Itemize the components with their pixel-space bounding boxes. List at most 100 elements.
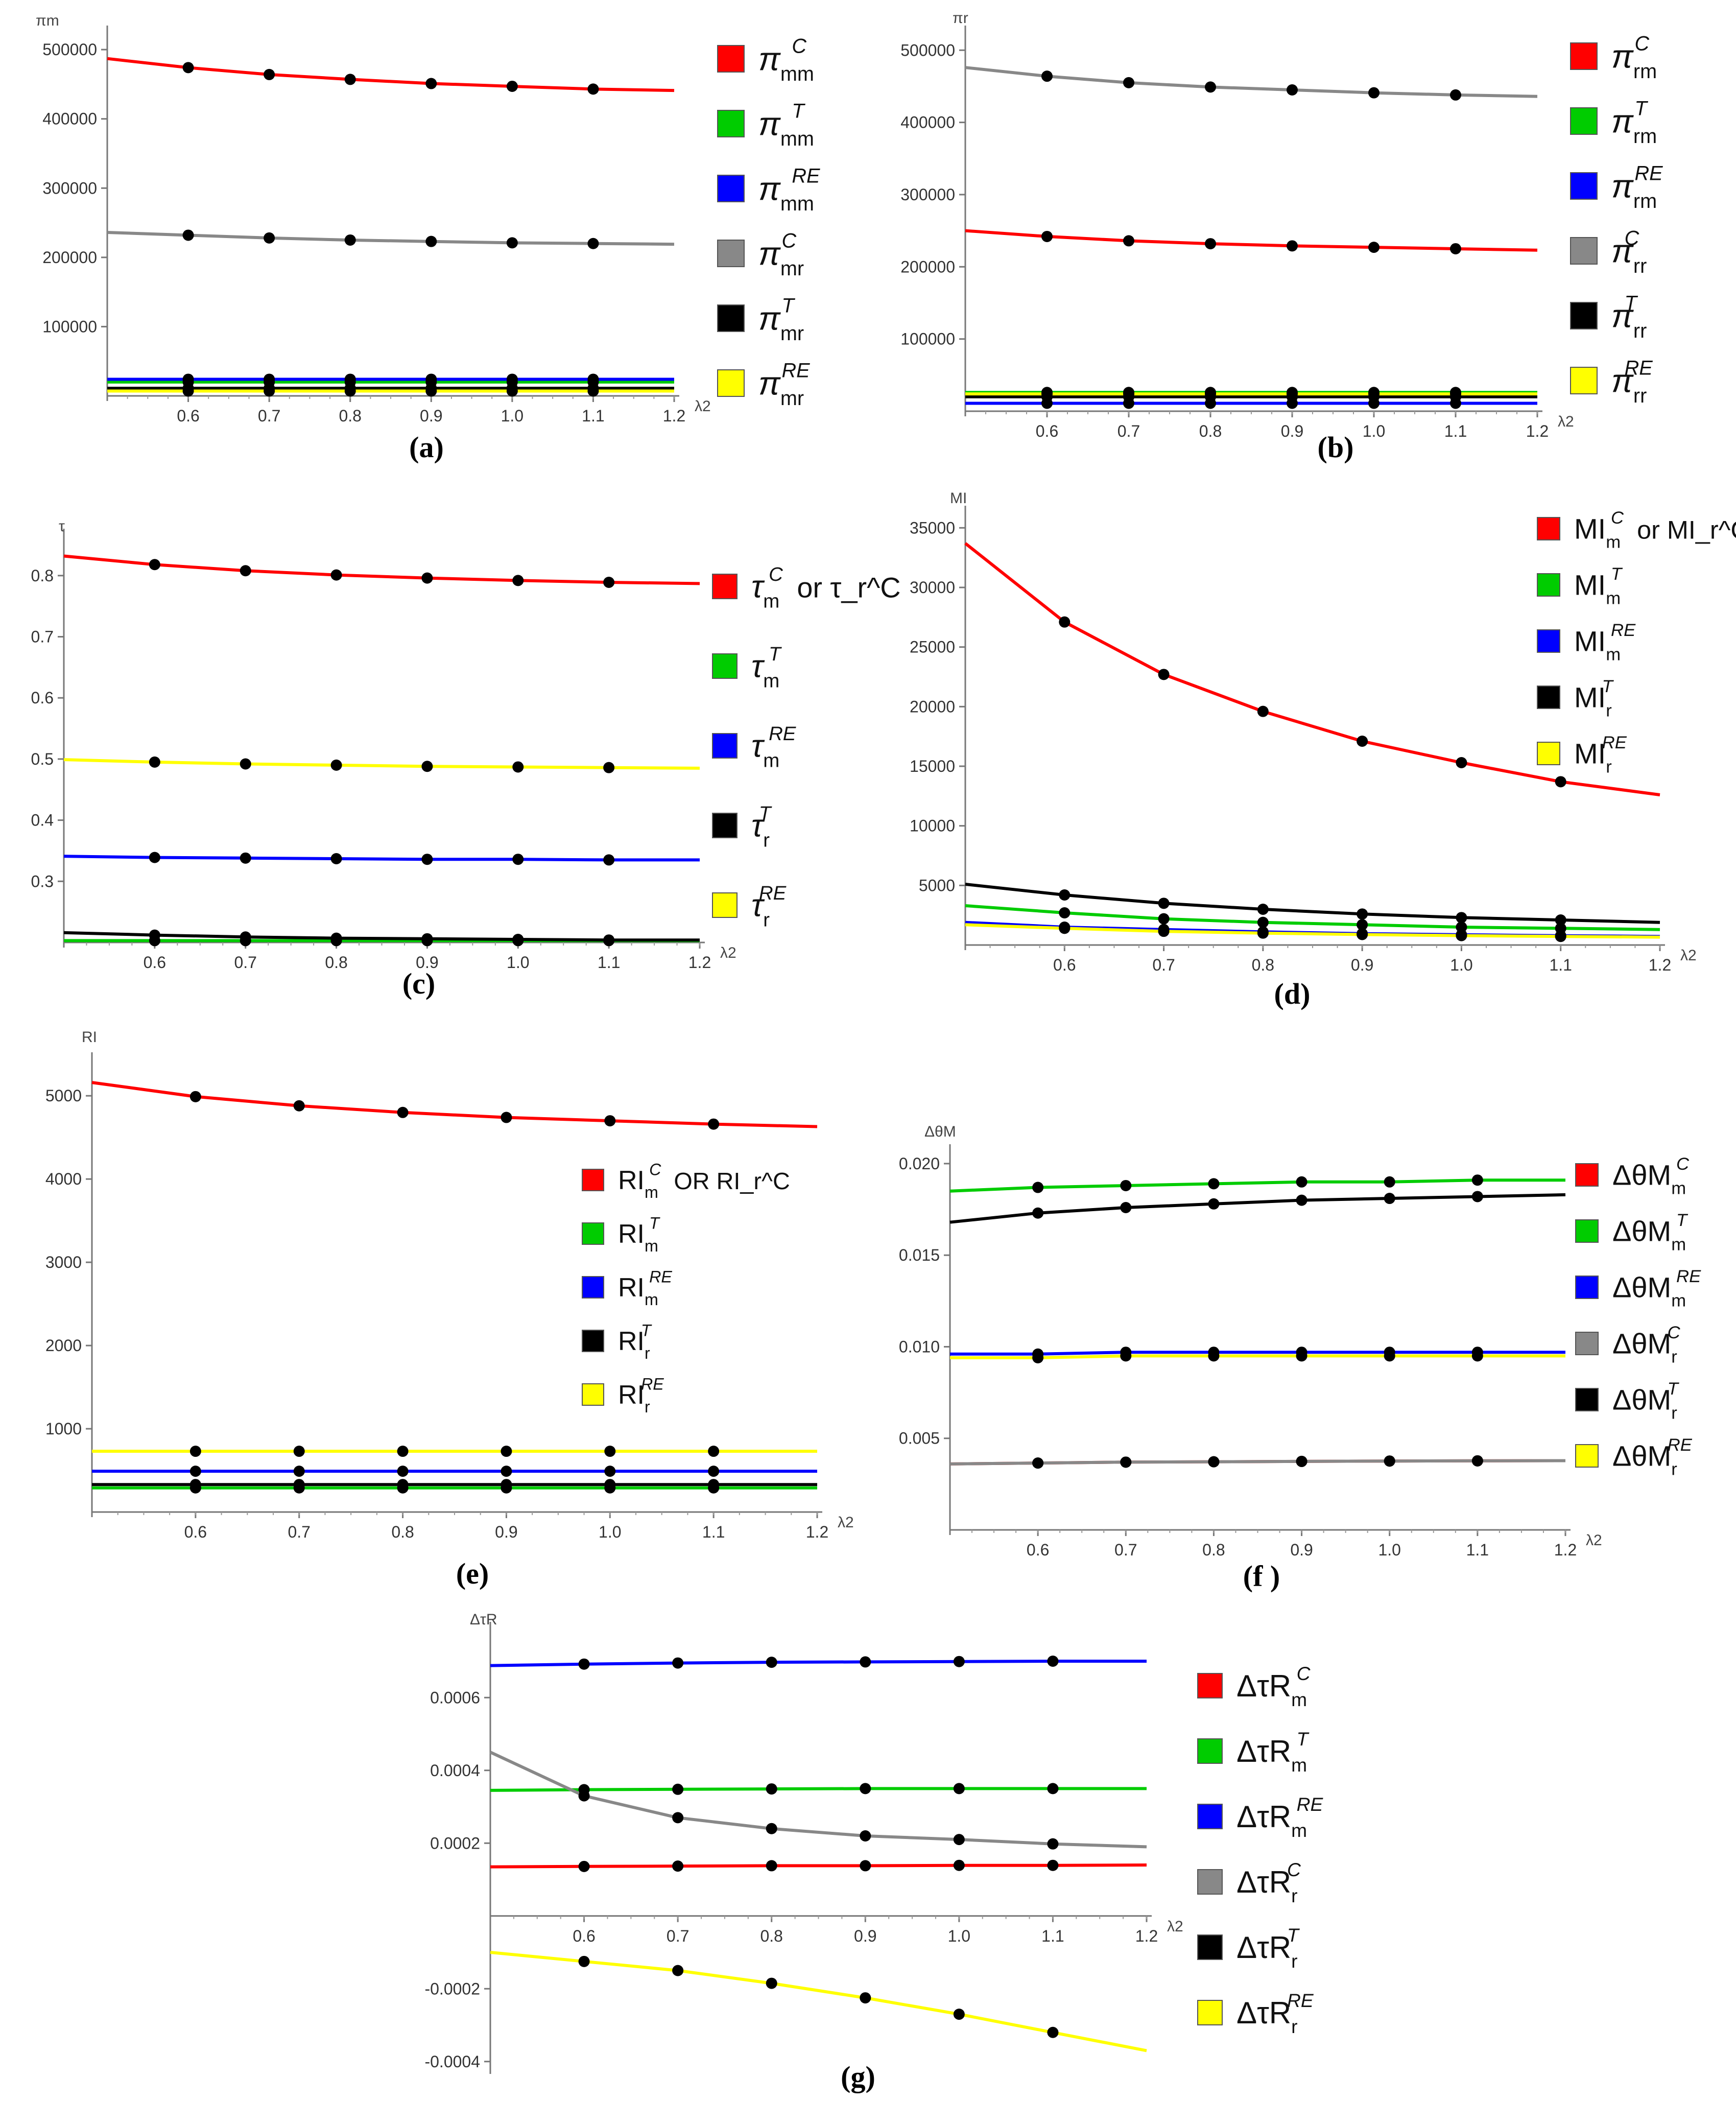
legend-swatch [717,304,745,332]
y-tick-label: 10000 [910,817,955,835]
legend-swatch [712,574,738,599]
legend-swatch [1570,107,1598,135]
data-point [708,1118,720,1130]
legend-f: ΔθMmC ΔθMmT ΔθMmRE ΔθMrC ΔθMrT ΔθMrRE [1575,1154,1701,1479]
data-point [1555,931,1566,942]
data-point [189,1446,201,1457]
data-point [421,761,433,772]
data-point [1120,1456,1132,1468]
x-tick-label: 0.9 [1281,422,1303,440]
legend-swatch [717,175,745,202]
data-point [149,559,160,571]
panel-caption: (a) [409,431,444,464]
x-tick-label: 1.2 [663,407,685,425]
data-point [1368,388,1380,400]
data-point [149,756,160,768]
x-tick-label: 0.7 [288,1523,310,1541]
x-tick-label: 1.2 [688,953,711,972]
data-point [860,1656,871,1668]
legend-swatch [1197,1804,1223,1829]
data-point [264,385,275,397]
legend-swatch [1197,1673,1223,1698]
x-tick-label: 0.6 [573,1927,595,1945]
data-point [766,1977,777,1989]
series-line-d-3 [965,883,1660,924]
data-point [578,1860,590,1872]
x-axis-label: λ2 [838,1514,854,1531]
data-point [708,1446,720,1457]
data-point [330,759,342,771]
x-axis-label: λ2 [1680,947,1697,964]
data-point [1041,70,1053,82]
data-point [501,1446,512,1457]
data-point [1047,1859,1059,1871]
chart-panel-f: 0.6 0.7 0.8 0.9 1.0 1.1 1.2 0.005 0.010 0.015 0.02… [899,1123,1701,1593]
y-tick-label: 0.0006 [430,1688,480,1707]
data-point [149,852,160,863]
data-point [344,373,356,385]
x-tick-label: 1.2 [1135,1927,1158,1945]
x-tick-label: 1.0 [1378,1541,1400,1559]
x-tick-label: 1.0 [1450,956,1472,974]
data-point [1041,230,1053,242]
data-point [506,237,518,249]
legend-label: ΔθMmC [1612,1154,1690,1198]
data-point [1368,242,1380,253]
legend-label: MImC or MI_r^C [1574,508,1736,552]
y-tick-label: 500000 [42,40,97,59]
y-tick-label: 0.0002 [430,1834,480,1852]
legend-label: ΔτRrT [1236,1924,1300,1972]
data-point [587,83,599,95]
legend-swatch [582,1383,604,1406]
data-point [1208,1350,1220,1362]
data-point [953,1656,965,1667]
y-tick-label: 20000 [910,697,955,716]
y-tick-label: -0.0004 [424,2052,480,2071]
data-point [1357,736,1368,747]
y-tick-label: 25000 [910,638,955,656]
x-tick-label: 1.0 [501,407,524,425]
series-line-b-0 [965,229,1538,252]
data-point [189,1466,201,1477]
x-tick-label: 1.1 [598,953,620,972]
data-point [397,1479,409,1491]
data-point [603,934,615,946]
legend-label: πrmC [1611,32,1657,82]
legend-swatch [717,240,745,267]
legend-swatch [1575,1219,1599,1243]
legend-swatch [1537,629,1560,653]
data-point [1471,1350,1483,1362]
x-tick-label: 0.7 [1117,422,1140,440]
data-point [603,762,615,773]
data-point [1123,77,1134,88]
data-point [766,1860,777,1872]
data-point [344,234,356,246]
data-point [1208,1456,1220,1468]
data-point [1123,388,1134,400]
series-line-g-5 [490,1951,1147,2052]
data-point [604,1446,616,1457]
data-point [182,385,194,397]
y-tick-label: 100000 [900,330,955,348]
data-point [397,1106,409,1118]
data-point [603,854,615,866]
data-point [330,853,342,865]
legend-swatch [712,653,738,679]
x-axis-label: λ2 [1586,1532,1602,1549]
y-axis-label: τ [59,518,65,535]
chart-panel-b: 0.6 0.7 0.8 0.9 1.0 1.1 1.2 100000 200000 300000 4… [900,10,1663,464]
x-tick-label: 0.8 [1199,422,1222,440]
data-point [860,1992,871,2004]
y-tick-label: 0.0004 [430,1761,480,1780]
x-tick-label: 0.7 [667,1927,689,1945]
data-point [1555,776,1566,788]
data-point [1296,1194,1307,1206]
legend-swatch [717,369,745,397]
data-point [421,854,433,865]
data-point [1120,1179,1132,1191]
x-tick-label: 0.7 [1114,1541,1137,1559]
legend-label: ΔτRmC [1236,1663,1311,1710]
legend-swatch [582,1330,604,1352]
data-point [578,1790,590,1802]
